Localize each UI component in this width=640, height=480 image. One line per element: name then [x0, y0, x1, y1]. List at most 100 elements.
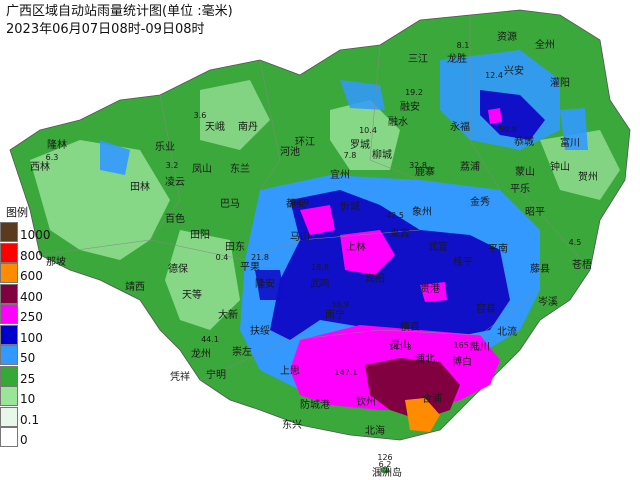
city-label: 贺州: [578, 171, 598, 183]
city-label: 凭祥: [170, 370, 190, 383]
city-label: 忻城: [340, 200, 360, 213]
rainfall-value: 147.1: [335, 368, 358, 377]
city-label: 巴马: [220, 198, 240, 210]
legend-title: 图例: [6, 206, 28, 219]
city-label: 钦州: [356, 396, 376, 408]
legend-swatch: [0, 324, 18, 345]
legend-swatch: [0, 365, 18, 386]
legend-label: 800: [20, 248, 43, 263]
legend-item: 600: [0, 263, 60, 283]
city-label: 象州: [412, 206, 432, 218]
city-label: 龙胜: [447, 52, 467, 65]
city-label: 藤县: [530, 263, 550, 275]
map-title: 广西区域自动站雨量统计图(单位 :毫米): [6, 4, 233, 19]
city-label: 乐业: [155, 141, 175, 153]
city-label: 横县: [400, 320, 420, 333]
city-label: 钟山: [550, 160, 570, 173]
city-label: 陆川: [470, 340, 490, 353]
rainfall-value: 165.1: [454, 341, 477, 350]
rainfall-value: 42.5: [386, 211, 404, 220]
city-label: 宜州: [330, 168, 350, 181]
city-label: 金秀: [470, 195, 490, 208]
legend-item: 400: [0, 283, 60, 304]
rainfall-value: 4.5: [569, 238, 582, 247]
city-label: 灵山: [390, 339, 410, 351]
city-label: 博白: [452, 355, 472, 368]
city-label: 灌阳: [550, 77, 570, 89]
city-label: 隆安: [255, 277, 275, 290]
legend-swatch: [0, 406, 18, 427]
city-label: 河池: [280, 145, 300, 158]
city-label: 荔浦: [460, 160, 480, 173]
legend-item: 10: [0, 386, 60, 406]
city-label: 昭平: [525, 206, 545, 218]
city-label: 都安: [286, 197, 306, 210]
city-label: 贵港: [420, 282, 440, 295]
legend-item: 100: [0, 324, 60, 345]
rainfall-value: 44.1: [201, 335, 219, 344]
city-label: 田林: [130, 180, 150, 193]
city-label: 凌云: [165, 175, 185, 188]
city-label: 柳城: [372, 148, 392, 161]
rainfall-value: 21.8: [251, 253, 269, 262]
rainfall-value: 3.6: [194, 111, 207, 120]
city-label: 靖西: [125, 280, 145, 293]
city-label: 马山: [290, 231, 310, 243]
legend-swatch: [0, 304, 18, 324]
city-label: 龙州: [191, 347, 211, 360]
rainfall-value: 38.9: [331, 300, 349, 309]
legend-label: 0.1: [20, 412, 40, 427]
city-label: 北流: [497, 325, 517, 338]
legend-item: 800: [0, 242, 60, 263]
city-label: 上林: [346, 240, 366, 253]
rainfall-value: 126: [377, 453, 392, 462]
legend-swatch: [0, 427, 18, 447]
city-label: 田阳: [190, 229, 210, 241]
city-label: 扶绥: [250, 324, 270, 337]
city-label: 平乐: [510, 183, 530, 195]
city-label: 合浦: [422, 392, 442, 405]
legend-item: 1000: [0, 222, 60, 242]
city-label: 崇左: [232, 345, 252, 358]
legend-item: 0: [0, 427, 60, 447]
city-label: 南丹: [238, 120, 258, 133]
city-label: 融安: [400, 100, 420, 113]
rainfall-value: 6.3: [46, 153, 59, 162]
city-label: 鹿寨: [415, 165, 435, 178]
city-label: 那坡: [46, 255, 66, 268]
legend-swatch: [0, 263, 18, 283]
city-label: 蒙山: [515, 165, 535, 178]
rainfall-value: 50.9: [499, 125, 517, 134]
city-label: 资源: [497, 30, 517, 43]
city-label: 隆林: [47, 138, 67, 151]
rainfall-value: 92.9: [291, 198, 309, 207]
city-label: 恭城: [514, 136, 534, 148]
rainfall-value: 141.3: [389, 343, 412, 352]
city-label: 宁明: [206, 368, 226, 381]
rainfall-value: 0.4: [216, 253, 229, 262]
legend-swatch: [0, 345, 18, 365]
city-label: 平南: [488, 242, 508, 255]
city-label: 融水: [388, 116, 408, 128]
city-label: 武鸣: [310, 277, 330, 290]
legend-swatch: [0, 283, 18, 304]
city-label: 岑溪: [538, 296, 558, 308]
city-label: 环江: [295, 136, 315, 148]
legend-swatch: [0, 386, 18, 406]
city-label: 涠洲岛: [372, 466, 402, 479]
legend-label: 25: [20, 371, 36, 386]
rainfall-value: 10.4: [359, 126, 377, 135]
city-label: 苍梧: [572, 258, 592, 271]
legend-label: 250: [20, 310, 43, 324]
legend-swatch: [0, 242, 18, 263]
city-label: 来宾: [390, 227, 410, 240]
city-label: 富川: [560, 136, 580, 149]
rainfall-value: 32.8: [409, 161, 427, 170]
city-label: 三江: [408, 53, 428, 65]
city-label: 北海: [365, 424, 385, 437]
city-label: 全州: [535, 38, 555, 51]
city-label: 田东: [225, 240, 245, 253]
rainfall-value: 19.2: [405, 88, 423, 97]
city-label: 罗城: [350, 139, 370, 151]
legend-label: 0: [20, 433, 28, 447]
